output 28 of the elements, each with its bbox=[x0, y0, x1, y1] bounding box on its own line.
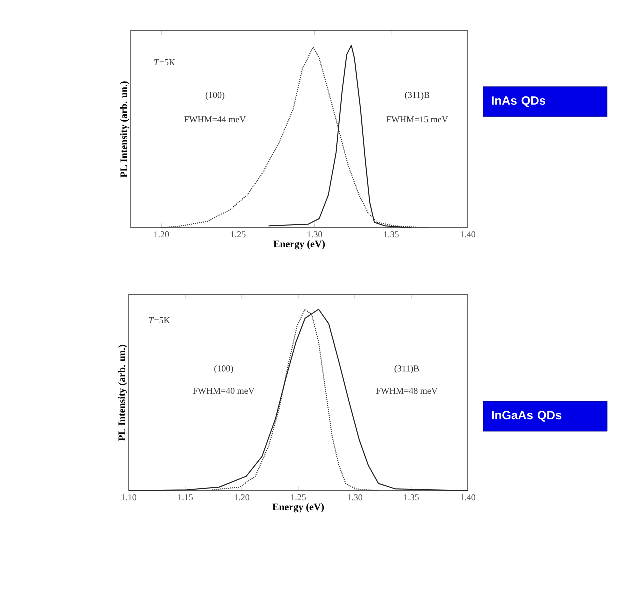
annotation: FWHM=15 meV bbox=[386, 116, 448, 123]
x-tick-label: 1.30 bbox=[348, 494, 363, 501]
text: InGaAs QDs bbox=[492, 411, 562, 422]
text: (100) bbox=[206, 92, 225, 100]
x-tick-label: 1.35 bbox=[384, 232, 399, 238]
x-tick-label: 1.30 bbox=[308, 232, 322, 238]
annotation: T=5K bbox=[154, 60, 176, 66]
x-tick-label: 1.25 bbox=[291, 494, 306, 501]
x-tick-label: 1.40 bbox=[460, 494, 476, 501]
x-tick-label: 1.40 bbox=[460, 232, 476, 238]
x-axis-title: Energy (eV) bbox=[272, 503, 324, 513]
text: (100) bbox=[214, 365, 234, 374]
x-tick-label: 1.15 bbox=[178, 494, 194, 501]
y-axis-title: PL Intensity (arb. un.) bbox=[120, 82, 130, 178]
x-tick-label: 1.10 bbox=[122, 494, 137, 501]
text: InAs QDs bbox=[492, 96, 546, 108]
x-tick-label: 1.35 bbox=[404, 494, 420, 501]
y-axis-title: PL Intensity (arb. un.) bbox=[118, 345, 128, 442]
annotation: T=5K bbox=[149, 317, 170, 324]
x-axis-title: Energy (eV) bbox=[274, 240, 326, 250]
x-tick-label: 1.20 bbox=[234, 494, 250, 501]
annotation: FWHM=40 meV bbox=[193, 388, 255, 394]
text: (311)B bbox=[405, 92, 430, 100]
annotation: FWHM=44 meV bbox=[184, 116, 246, 123]
annotation: FWHM=48 meV bbox=[376, 388, 438, 394]
x-tick-label: 1.25 bbox=[231, 232, 246, 238]
x-tick-label: 1.20 bbox=[154, 232, 170, 238]
text: (311)B bbox=[394, 365, 420, 374]
